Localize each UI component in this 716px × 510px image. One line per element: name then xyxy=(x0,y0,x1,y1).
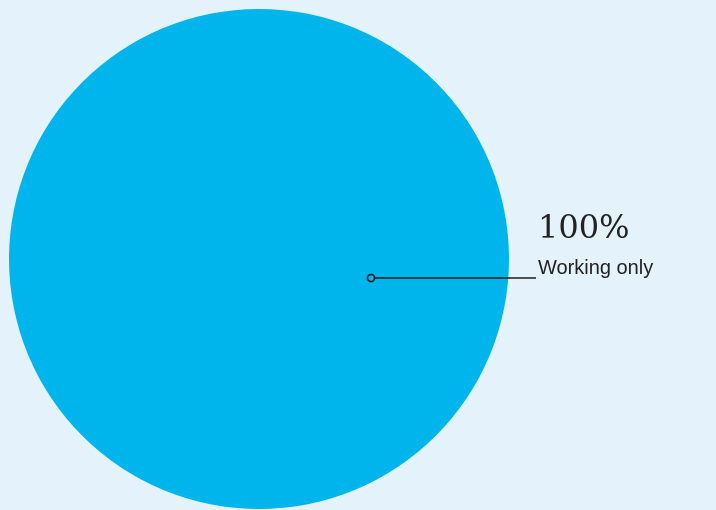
data-labels: 100% Working only xyxy=(538,208,653,279)
leader-lines xyxy=(366,273,536,283)
leader-anchor-dot xyxy=(366,273,376,283)
pie-slice-working-only xyxy=(9,9,509,509)
data-label-percent: 100% xyxy=(538,208,629,246)
pie-slices xyxy=(9,9,509,509)
data-label-category: Working only xyxy=(538,257,653,279)
